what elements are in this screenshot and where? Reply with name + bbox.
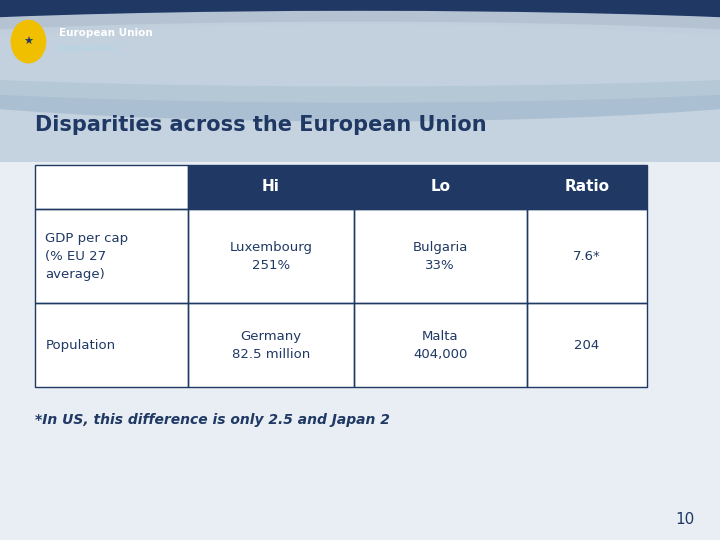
Bar <box>0 0 720 78</box>
Text: 204: 204 <box>574 339 600 352</box>
Text: Lo: Lo <box>430 179 450 194</box>
Bar <box>354 209 526 303</box>
Bar <box>526 303 647 387</box>
Text: Ratio: Ratio <box>564 179 609 194</box>
Text: Luxembourg
251%: Luxembourg 251% <box>229 241 312 272</box>
Text: Regional Policy: Regional Policy <box>59 44 117 53</box>
Bar <box>354 303 526 387</box>
Bar <box>526 165 647 209</box>
Text: Hi: Hi <box>262 179 279 194</box>
Ellipse shape <box>0 24 720 122</box>
Text: Population: Population <box>45 339 115 352</box>
Bar <box>188 209 354 303</box>
Text: European Union: European Union <box>59 29 153 38</box>
Ellipse shape <box>0 22 720 103</box>
Bar <box>0 0 720 162</box>
Bar <box>188 165 354 209</box>
Bar <box>35 209 188 303</box>
Bar <box>0 162 720 540</box>
Bar <box>35 165 188 209</box>
Bar <box>188 165 647 209</box>
Text: 10: 10 <box>675 511 695 526</box>
Text: Germany
82.5 million: Germany 82.5 million <box>232 330 310 361</box>
Bar <box>188 303 354 387</box>
Bar <box>35 303 188 387</box>
Text: Disparities across the European Union: Disparities across the European Union <box>35 115 486 136</box>
Bar <box>35 165 647 387</box>
Bar <box>354 165 526 209</box>
Text: 7.6*: 7.6* <box>573 249 600 263</box>
Text: Malta
404,000: Malta 404,000 <box>413 330 467 361</box>
Text: *In US, this difference is only 2.5 and Japan 2: *In US, this difference is only 2.5 and … <box>35 413 390 427</box>
Text: Bulgaria
33%: Bulgaria 33% <box>413 241 468 272</box>
Bar <box>0 84 720 540</box>
Bar <box>526 209 647 303</box>
Text: GDP per cap
(% EU 27
average): GDP per cap (% EU 27 average) <box>45 232 128 281</box>
Ellipse shape <box>0 11 720 86</box>
